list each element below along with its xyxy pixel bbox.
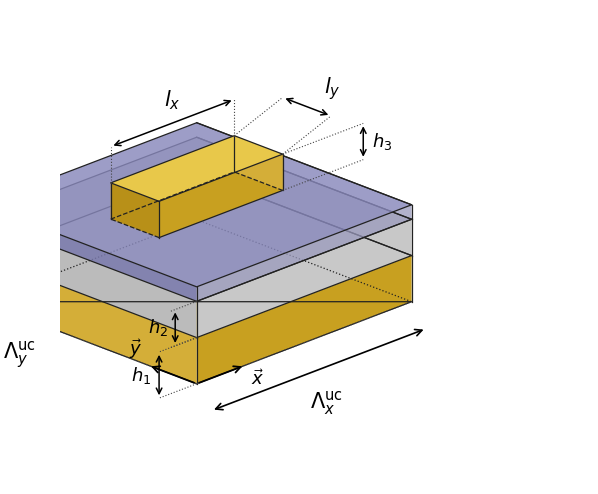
Text: $\vec{y}$: $\vec{y}$ (129, 337, 142, 362)
Text: $h_2$: $h_2$ (148, 317, 168, 338)
Polygon shape (197, 255, 411, 384)
Polygon shape (111, 183, 159, 238)
Text: $\Lambda_x^{\rm uc}$: $\Lambda_x^{\rm uc}$ (310, 389, 343, 417)
Polygon shape (0, 123, 411, 287)
Text: $\Lambda_y^{\rm uc}$: $\Lambda_y^{\rm uc}$ (2, 339, 35, 370)
Text: $h_3$: $h_3$ (372, 131, 392, 152)
Polygon shape (197, 205, 411, 301)
Polygon shape (197, 219, 411, 337)
Polygon shape (0, 255, 197, 384)
Text: $l_y$: $l_y$ (324, 75, 340, 102)
Polygon shape (0, 137, 411, 301)
Polygon shape (234, 136, 283, 190)
Polygon shape (111, 136, 283, 202)
Text: $h_1$: $h_1$ (132, 365, 152, 385)
Text: $\vec{x}$: $\vec{x}$ (251, 369, 264, 389)
Text: $l_x$: $l_x$ (164, 88, 181, 112)
Polygon shape (0, 205, 197, 301)
Polygon shape (159, 154, 283, 238)
Polygon shape (0, 219, 197, 337)
Polygon shape (0, 173, 411, 337)
